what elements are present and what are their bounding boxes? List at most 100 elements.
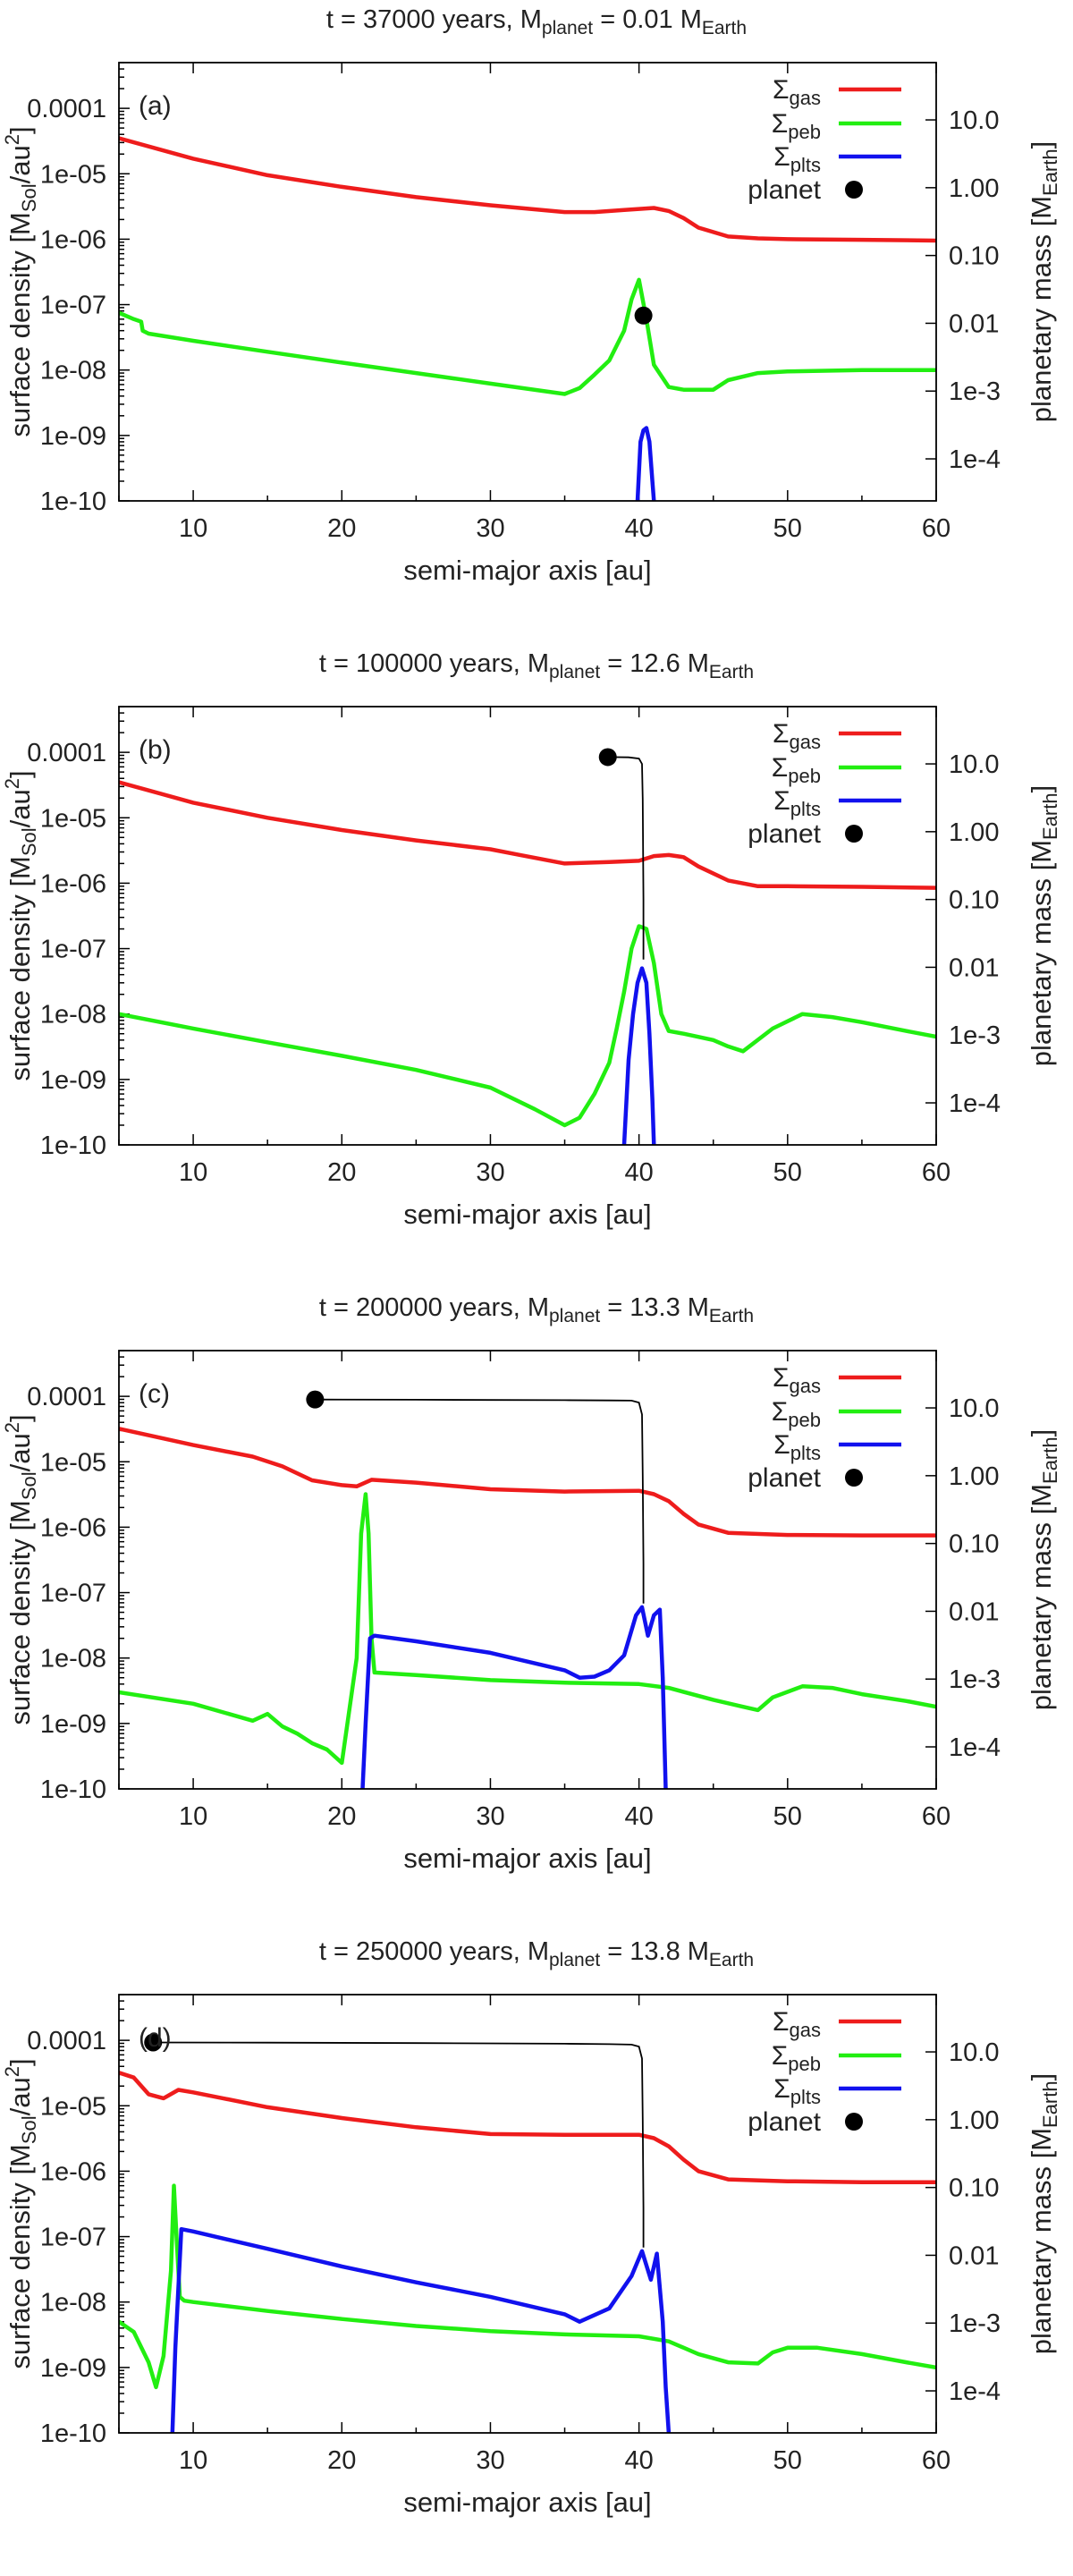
planet-track bbox=[153, 2041, 645, 2248]
y2-tick-label: 1e-3 bbox=[949, 1665, 1001, 1694]
panel-label: (d) bbox=[139, 2023, 172, 2053]
x-tick-label: 30 bbox=[476, 1802, 504, 1831]
y-tick-label: 0.0001 bbox=[27, 95, 106, 123]
y2-tick-label: 1e-3 bbox=[949, 1021, 1001, 1050]
chart-title: t = 37000 years, Mplanet = 0.01 MEarth bbox=[326, 5, 747, 38]
y2-axis-label: planetary mass [MEarth] bbox=[1026, 785, 1061, 1066]
planet-marker bbox=[144, 2033, 163, 2052]
x-axis-label: semi-major axis [au] bbox=[403, 1843, 651, 1874]
panel-a: t = 37000 years, Mplanet = 0.01 MEarth 10… bbox=[1, 5, 1061, 586]
series-gas bbox=[119, 2071, 936, 2184]
x-tick-label: 10 bbox=[179, 514, 207, 543]
series-group bbox=[119, 756, 936, 1145]
y2-tick-label: 1e-4 bbox=[949, 1089, 1001, 1118]
legend-label-planet: planet bbox=[748, 819, 821, 849]
plot-frame bbox=[118, 706, 937, 1146]
y2-tick-label: 0.10 bbox=[949, 886, 999, 915]
y2-tick-label: 10.0 bbox=[949, 2038, 999, 2067]
y2-tick-label: 0.01 bbox=[949, 309, 999, 338]
legend-label-planet: planet bbox=[748, 2107, 821, 2137]
legend-label-peb: Σpeb bbox=[772, 109, 821, 143]
y-tick-label: 1e-09 bbox=[40, 1710, 106, 1739]
x-axis-label: semi-major axis [au] bbox=[403, 555, 651, 586]
y-tick-label: 1e-10 bbox=[40, 2419, 106, 2448]
y-tick-label: 1e-08 bbox=[40, 1645, 106, 1674]
y2-tick-label: 1e-3 bbox=[949, 2309, 1001, 2338]
y-tick-label: 1e-07 bbox=[40, 292, 106, 320]
series-peb bbox=[119, 277, 936, 396]
x-tick-label: 30 bbox=[476, 1158, 504, 1187]
x-axis-label: semi-major axis [au] bbox=[403, 2487, 651, 2518]
x-tick-label: 40 bbox=[625, 514, 654, 543]
chart-title: t = 100000 years, Mplanet = 12.6 MEarth bbox=[319, 649, 754, 682]
y2-tick-label: 0.01 bbox=[949, 953, 999, 982]
legend-label-gas: Σgas bbox=[773, 2007, 821, 2041]
y2-tick-label: 1.00 bbox=[949, 2106, 999, 2135]
x-tick-label: 50 bbox=[773, 1158, 802, 1187]
y-tick-label: 1e-05 bbox=[40, 804, 106, 833]
series-plts bbox=[360, 1605, 668, 1789]
legend-swatch-planet bbox=[845, 181, 863, 199]
x-tick-label: 30 bbox=[476, 2446, 504, 2475]
plot-frame bbox=[118, 62, 937, 502]
x-tick-label: 60 bbox=[922, 1802, 950, 1831]
legend-label-peb: Σpeb bbox=[772, 2041, 821, 2075]
x-tick-label: 60 bbox=[922, 2446, 950, 2475]
x-tick-label: 10 bbox=[179, 1802, 207, 1831]
legend-label-plts: Σplts bbox=[773, 1430, 821, 1464]
y-tick-label: 1e-07 bbox=[40, 1580, 106, 1608]
y-tick-label: 1e-05 bbox=[40, 1448, 106, 1477]
y2-tick-label: 1e-4 bbox=[949, 2377, 1001, 2406]
y2-tick-label: 10.0 bbox=[949, 106, 999, 135]
y-tick-label: 1e-10 bbox=[40, 487, 106, 516]
y-tick-label: 1e-07 bbox=[40, 2224, 106, 2252]
x-tick-label: 40 bbox=[625, 1158, 654, 1187]
x-tick-label: 20 bbox=[327, 1158, 356, 1187]
legend-label-peb: Σpeb bbox=[772, 753, 821, 787]
series-plts bbox=[170, 2226, 672, 2433]
legend-label-planet: planet bbox=[748, 1463, 821, 1493]
x-tick-label: 50 bbox=[773, 1802, 802, 1831]
planet-marker bbox=[634, 306, 653, 325]
y-tick-label: 1e-10 bbox=[40, 1775, 106, 1804]
y-tick-label: 1e-06 bbox=[40, 2157, 106, 2186]
legend-label-plts: Σplts bbox=[773, 2074, 821, 2108]
x-tick-label: 40 bbox=[625, 1802, 654, 1831]
legend-swatch-planet bbox=[845, 1469, 863, 1487]
panel-label: (b) bbox=[139, 735, 172, 765]
y-tick-label: 1e-10 bbox=[40, 1131, 106, 1160]
panel-d: t = 250000 years, Mplanet = 13.8 MEarth 1… bbox=[1, 1937, 1061, 2518]
y-axis-label: surface density [MSol/au2] bbox=[1, 1414, 40, 1724]
x-axis-label: semi-major axis [au] bbox=[403, 1199, 651, 1230]
y2-tick-label: 0.01 bbox=[949, 1597, 999, 1626]
series-plts bbox=[635, 426, 656, 501]
y-tick-label: 1e-06 bbox=[40, 1513, 106, 1542]
plot-frame bbox=[118, 1994, 937, 2434]
y2-tick-label: 1.00 bbox=[949, 1462, 999, 1491]
series-peb bbox=[119, 1492, 936, 1766]
y-tick-label: 1e-06 bbox=[40, 225, 106, 254]
chart-title: t = 200000 years, Mplanet = 13.3 MEarth bbox=[319, 1293, 754, 1326]
x-tick-label: 20 bbox=[327, 514, 356, 543]
series-group bbox=[119, 136, 936, 501]
y2-tick-label: 1.00 bbox=[949, 174, 999, 203]
legend-label-gas: Σgas bbox=[773, 1363, 821, 1397]
y-tick-label: 1e-07 bbox=[40, 936, 106, 964]
panel-label: (a) bbox=[139, 91, 172, 121]
y2-tick-label: 1.00 bbox=[949, 818, 999, 847]
y2-axis-label: planetary mass [MEarth] bbox=[1026, 141, 1061, 422]
y-tick-label: 1e-05 bbox=[40, 2092, 106, 2121]
legend-label-plts: Σplts bbox=[773, 786, 821, 820]
series-gas bbox=[119, 136, 936, 243]
y-tick-label: 0.0001 bbox=[27, 1383, 106, 1411]
y-tick-label: 1e-08 bbox=[40, 357, 106, 386]
y2-axis-label: planetary mass [MEarth] bbox=[1026, 1429, 1061, 1710]
x-tick-label: 10 bbox=[179, 2446, 207, 2475]
x-tick-label: 10 bbox=[179, 1158, 207, 1187]
legend-label-gas: Σgas bbox=[773, 75, 821, 109]
x-tick-label: 30 bbox=[476, 514, 504, 543]
y2-tick-label: 0.10 bbox=[949, 2174, 999, 2203]
y-tick-label: 0.0001 bbox=[27, 2027, 106, 2055]
chart-title: t = 250000 years, Mplanet = 13.8 MEarth bbox=[319, 1937, 754, 1970]
